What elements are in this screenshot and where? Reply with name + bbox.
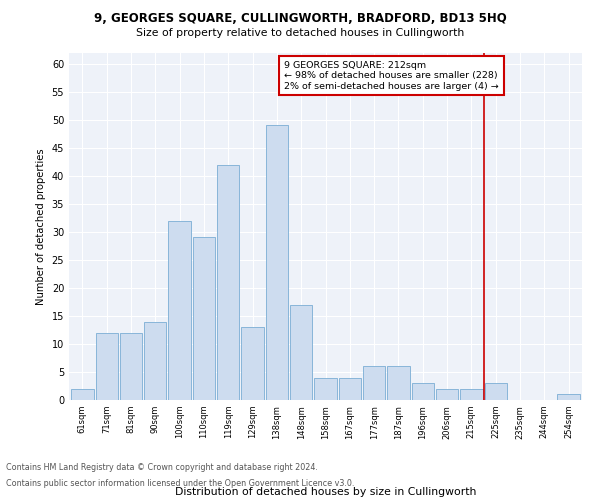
Bar <box>169 220 191 400</box>
Bar <box>266 126 288 400</box>
Bar <box>217 164 239 400</box>
Bar <box>387 366 410 400</box>
Bar <box>557 394 580 400</box>
Text: Size of property relative to detached houses in Cullingworth: Size of property relative to detached ho… <box>136 28 464 38</box>
Bar <box>338 378 361 400</box>
Bar <box>241 327 264 400</box>
Bar <box>71 389 94 400</box>
Text: 9 GEORGES SQUARE: 212sqm
← 98% of detached houses are smaller (228)
2% of semi-d: 9 GEORGES SQUARE: 212sqm ← 98% of detach… <box>284 61 499 90</box>
Bar <box>363 366 385 400</box>
Bar <box>460 389 482 400</box>
Bar <box>120 332 142 400</box>
Bar <box>290 304 313 400</box>
Bar <box>485 383 507 400</box>
Bar <box>412 383 434 400</box>
Bar <box>314 378 337 400</box>
Text: 9, GEORGES SQUARE, CULLINGWORTH, BRADFORD, BD13 5HQ: 9, GEORGES SQUARE, CULLINGWORTH, BRADFOR… <box>94 12 506 26</box>
Bar <box>436 389 458 400</box>
Text: Contains HM Land Registry data © Crown copyright and database right 2024.: Contains HM Land Registry data © Crown c… <box>6 464 318 472</box>
Bar <box>193 238 215 400</box>
Bar <box>95 332 118 400</box>
Text: Contains public sector information licensed under the Open Government Licence v3: Contains public sector information licen… <box>6 478 355 488</box>
Y-axis label: Number of detached properties: Number of detached properties <box>36 148 46 304</box>
X-axis label: Distribution of detached houses by size in Cullingworth: Distribution of detached houses by size … <box>175 488 476 498</box>
Bar <box>144 322 166 400</box>
